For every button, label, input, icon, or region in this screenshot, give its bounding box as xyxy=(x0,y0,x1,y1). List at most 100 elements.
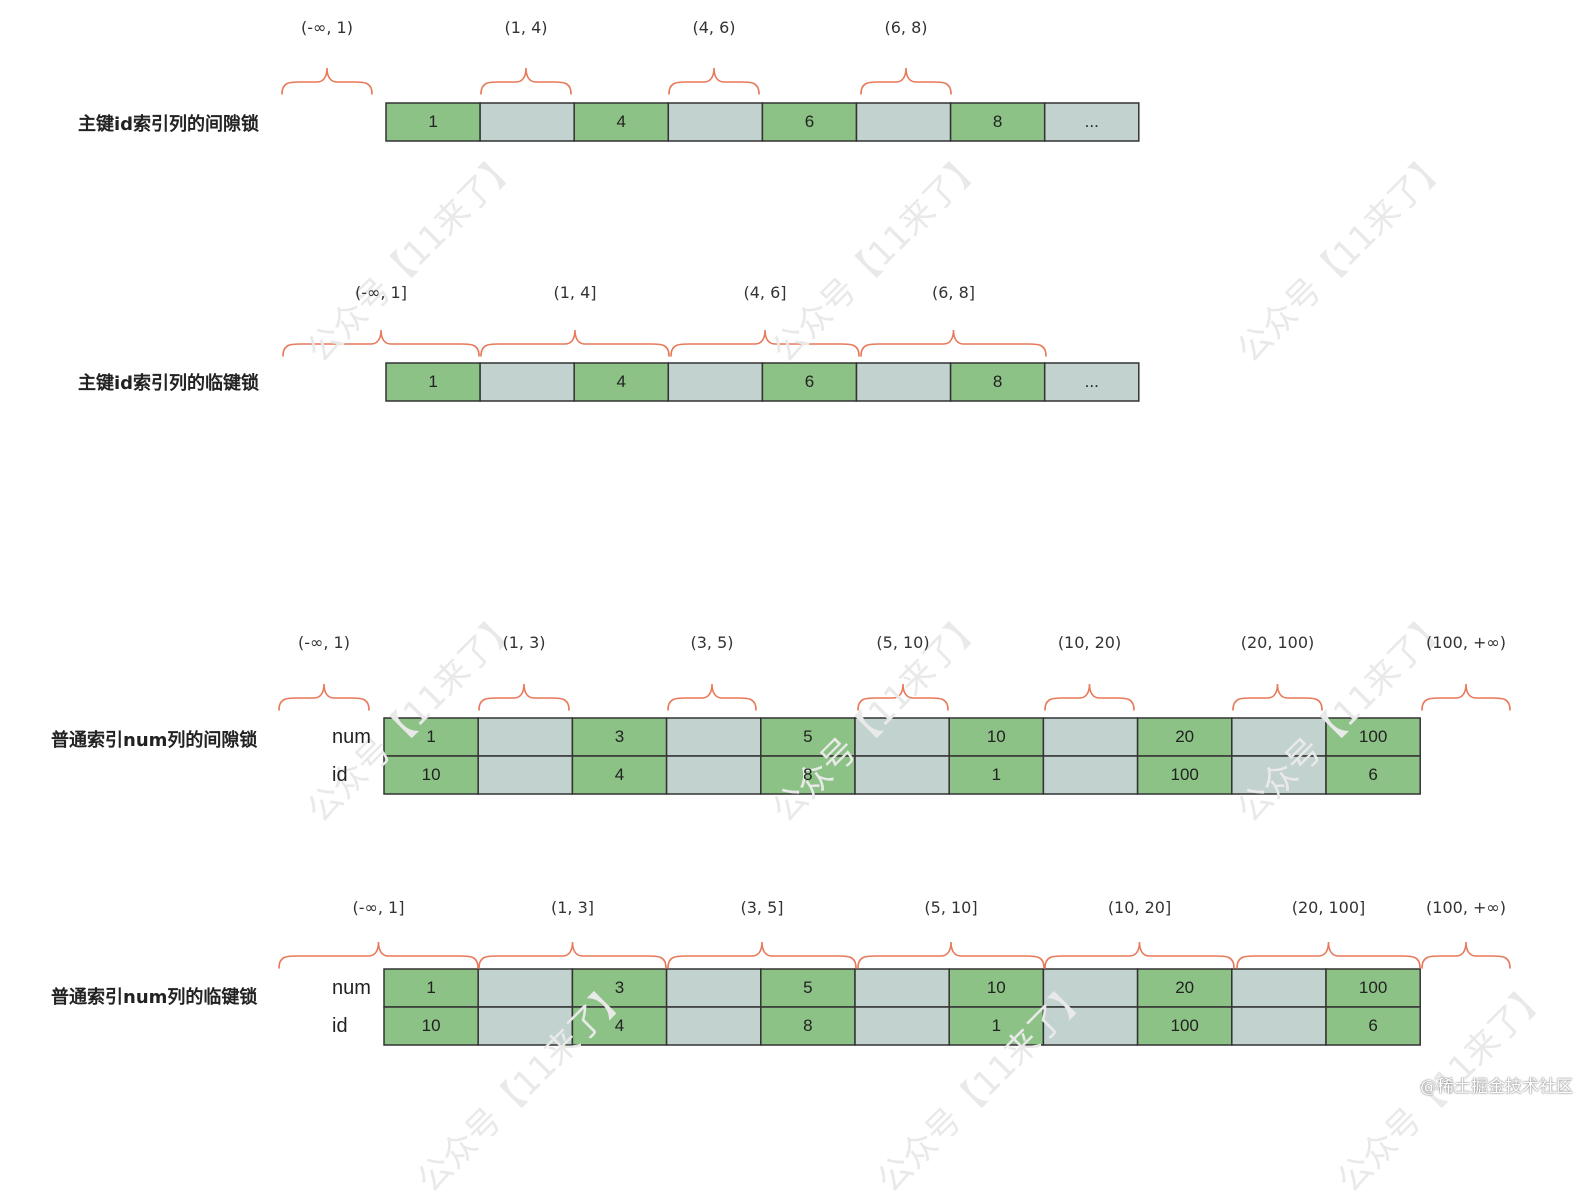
cell-value: 1 xyxy=(428,372,438,391)
interval-label: (1, 4) xyxy=(504,18,548,37)
cell-value: ... xyxy=(1084,112,1099,131)
gap-cell xyxy=(1043,102,1140,142)
value-cell xyxy=(573,362,670,402)
gap-cell xyxy=(665,968,762,1008)
gap-cell xyxy=(1042,755,1139,795)
cell-value: 4 xyxy=(616,112,626,131)
value-cell xyxy=(571,755,668,795)
cell-value: 4 xyxy=(616,372,626,391)
interval-label: (100, +∞) xyxy=(1426,898,1506,917)
gap-cell xyxy=(1231,968,1327,1008)
interval-brace xyxy=(860,67,952,95)
cell-value: 10 xyxy=(986,978,1006,997)
value-cell xyxy=(1325,1006,1421,1046)
cell-value: 4 xyxy=(614,1016,625,1035)
cell-value: 6 xyxy=(1368,765,1378,784)
cell-value: 4 xyxy=(614,765,625,784)
value-cell xyxy=(383,1006,479,1046)
interval-label: (10, 20) xyxy=(1057,633,1122,652)
cell-value: 100 xyxy=(1170,765,1199,784)
gap-cell xyxy=(1042,717,1139,757)
row-label-id: id xyxy=(332,764,348,786)
interval-label: (-∞, 1) xyxy=(301,18,353,37)
interval-brace xyxy=(480,67,572,95)
value-cell xyxy=(1325,755,1421,795)
interval-brace xyxy=(478,683,570,711)
gap-cell xyxy=(855,362,952,402)
interval-brace xyxy=(281,67,373,95)
interval-brace xyxy=(667,941,857,969)
gap-cell xyxy=(477,717,574,757)
interval-brace xyxy=(1232,683,1323,711)
cell-value: 1 xyxy=(991,1016,1002,1035)
interval-label: (3, 5] xyxy=(740,898,784,917)
gap-cell xyxy=(1231,1006,1327,1046)
section-title: 主键id索引列的间隙锁 xyxy=(78,114,260,135)
interval-label: (6, 8] xyxy=(931,283,976,302)
cell-value: 1 xyxy=(428,112,438,131)
gap-cell xyxy=(665,755,762,795)
interval-brace xyxy=(278,683,370,711)
gap-cell xyxy=(477,755,574,795)
value-cell xyxy=(761,362,858,402)
gap-cell xyxy=(477,1006,574,1046)
gap-cell xyxy=(479,362,575,402)
gap-cell xyxy=(1231,755,1327,795)
interval-label: (1, 3] xyxy=(550,898,595,917)
interval-brace xyxy=(278,941,479,969)
interval-brace xyxy=(1421,683,1511,711)
gap-cell xyxy=(1231,717,1327,757)
interval-label: (20, 100) xyxy=(1240,633,1315,652)
cell-value: 100 xyxy=(1358,978,1388,997)
gap-cell xyxy=(667,362,764,402)
value-cell xyxy=(1136,755,1233,795)
value-cell xyxy=(1325,968,1421,1008)
interval-brace xyxy=(1421,941,1511,969)
value-cell xyxy=(1325,717,1421,757)
cell-value: 10 xyxy=(421,765,441,784)
interval-label: (5, 10) xyxy=(876,633,930,652)
interval-brace xyxy=(480,329,670,357)
interval-label: (20, 100] xyxy=(1291,898,1366,917)
cell-value: 8 xyxy=(992,372,1003,391)
interval-label: (4, 6] xyxy=(743,283,787,302)
interval-brace xyxy=(857,683,949,711)
interval-label: (1, 4] xyxy=(553,283,597,302)
cell-value: 1 xyxy=(426,978,436,997)
cell-value: 20 xyxy=(1175,978,1195,997)
value-cell xyxy=(383,755,479,795)
interval-label: (5, 10] xyxy=(924,898,978,917)
interval-label: (1, 3) xyxy=(502,633,546,652)
interval-brace xyxy=(1236,941,1421,969)
cell-value: 8 xyxy=(803,1016,813,1035)
gap-cell xyxy=(1042,1006,1139,1046)
value-cell xyxy=(573,102,670,142)
gap-cell xyxy=(855,102,952,142)
cell-value: 3 xyxy=(614,978,625,997)
section-title: 主键id索引列的临键锁 xyxy=(78,373,260,394)
value-cell xyxy=(385,102,481,142)
interval-brace xyxy=(667,683,757,711)
gap-cell xyxy=(854,968,950,1008)
interval-brace xyxy=(282,329,480,357)
interval-brace xyxy=(668,67,760,95)
cell-value: 1 xyxy=(991,765,1002,784)
value-cell xyxy=(760,1006,856,1046)
value-cell xyxy=(385,362,481,402)
gap-cell xyxy=(665,1006,762,1046)
cell-value: 6 xyxy=(1368,1016,1378,1035)
cell-value: 3 xyxy=(614,727,625,746)
cell-value: 5 xyxy=(803,727,813,746)
row-label-id: id xyxy=(332,1015,348,1037)
cell-value: ... xyxy=(1084,372,1099,391)
value-cell xyxy=(761,102,858,142)
cell-value: 100 xyxy=(1170,1016,1199,1035)
gap-cell xyxy=(479,102,575,142)
interval-label: (4, 6) xyxy=(692,18,736,37)
gap-cell xyxy=(854,717,950,757)
interval-label: (-∞, 1] xyxy=(355,283,407,302)
interval-brace xyxy=(670,329,860,357)
interval-brace xyxy=(478,941,667,969)
interval-label: (3, 5) xyxy=(690,633,734,652)
cell-value: 6 xyxy=(804,112,815,131)
